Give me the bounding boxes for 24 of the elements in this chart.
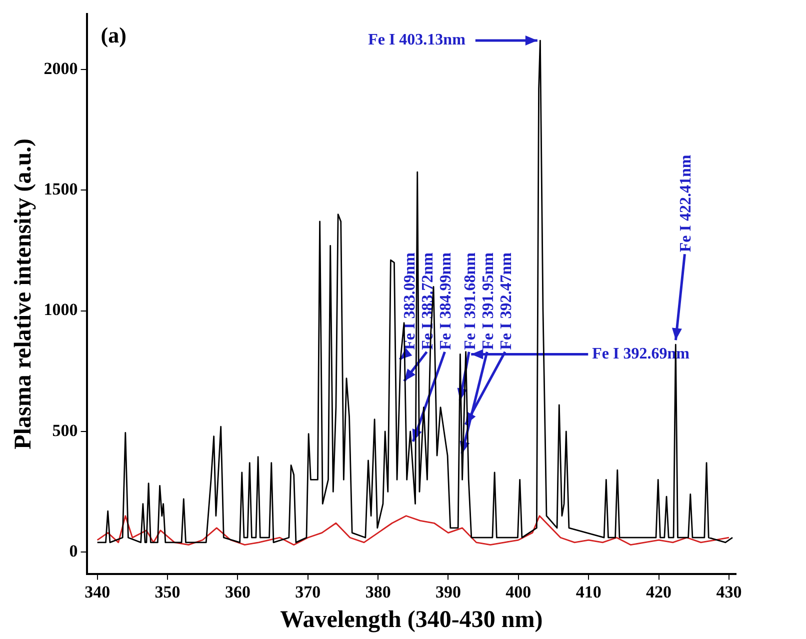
annotation: (a) bbox=[100, 22, 126, 48]
annotation: Fe I 392.47nm bbox=[498, 252, 516, 350]
x-tick-label: 420 bbox=[646, 582, 672, 602]
x-tick-label: 390 bbox=[435, 582, 461, 602]
x-tick-label: 430 bbox=[716, 582, 742, 602]
x-tick-label: 350 bbox=[154, 582, 180, 602]
x-tick-label: 380 bbox=[365, 582, 391, 602]
x-tick-label: 400 bbox=[506, 582, 532, 602]
y-tick-label: 1000 bbox=[44, 300, 78, 320]
x-tick-label: 340 bbox=[84, 582, 110, 602]
x-tick-label: 360 bbox=[224, 582, 250, 602]
y-tick-label: 500 bbox=[52, 420, 78, 440]
x-tick-label: 370 bbox=[295, 582, 321, 602]
annotation: Fe I 391.68nm bbox=[462, 252, 480, 350]
annotation: Fe I 384.99nm bbox=[438, 252, 455, 350]
y-axis-title: Plasma relative intensity (a.u.) bbox=[10, 138, 37, 450]
x-tick-label: 410 bbox=[576, 582, 602, 602]
annotation: Fe I 391.95nm bbox=[480, 252, 498, 350]
y-tick-label: 0 bbox=[69, 541, 78, 560]
y-tick-label: 2000 bbox=[44, 58, 78, 78]
x-axis-title: Wavelength (340-430 nm) bbox=[280, 606, 543, 633]
annotation: Fe I 422.41nm bbox=[678, 154, 695, 252]
y-tick-label: 1500 bbox=[44, 180, 78, 199]
annotation: Fe I 403.13nm bbox=[368, 32, 466, 49]
